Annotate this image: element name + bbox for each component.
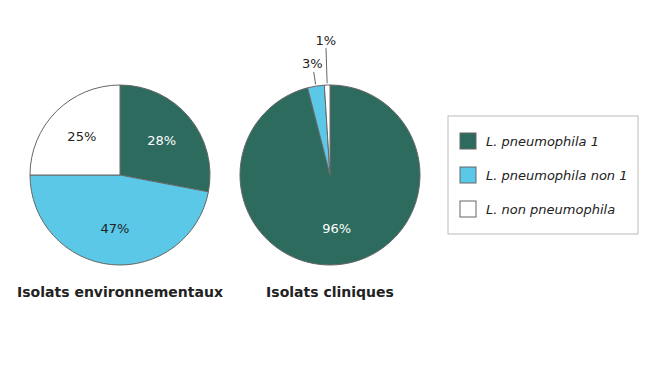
pie-title: Isolats environnementaux xyxy=(17,284,223,300)
legend-label: L. non pneumophila xyxy=(486,202,615,217)
pie xyxy=(30,85,210,265)
pie-slice xyxy=(30,85,120,175)
data-label: 47% xyxy=(100,221,129,236)
chart-container: 28% 47% 25% Isolats environnementaux 96% 3% 1%… xyxy=(0,0,647,387)
pie xyxy=(240,85,420,265)
legend-swatch xyxy=(460,133,476,149)
legend-swatch xyxy=(460,201,476,217)
legend: L. pneumophila 1 L. pneumophila non 1 L. n… xyxy=(448,116,638,234)
pie-title: Isolats cliniques xyxy=(266,284,394,300)
pie-slice xyxy=(30,175,208,265)
chart-svg: 28% 47% 25% Isolats environnementaux 96% 3% 1%… xyxy=(0,0,647,387)
data-label: 28% xyxy=(147,133,176,148)
data-label: 1% xyxy=(315,33,336,48)
leader-line xyxy=(314,72,316,84)
pie-slice xyxy=(308,85,330,175)
pie-slice xyxy=(240,85,420,265)
data-label: 3% xyxy=(302,56,323,71)
legend-swatch xyxy=(460,167,476,183)
leader-line xyxy=(326,48,327,83)
pie-slice xyxy=(324,85,330,175)
data-label: 96% xyxy=(322,221,351,236)
data-label: 25% xyxy=(67,129,96,144)
legend-box xyxy=(448,116,638,234)
pie-slice xyxy=(120,85,210,192)
legend-label: L. pneumophila non 1 xyxy=(486,168,628,183)
legend-label: L. pneumophila 1 xyxy=(486,134,599,149)
